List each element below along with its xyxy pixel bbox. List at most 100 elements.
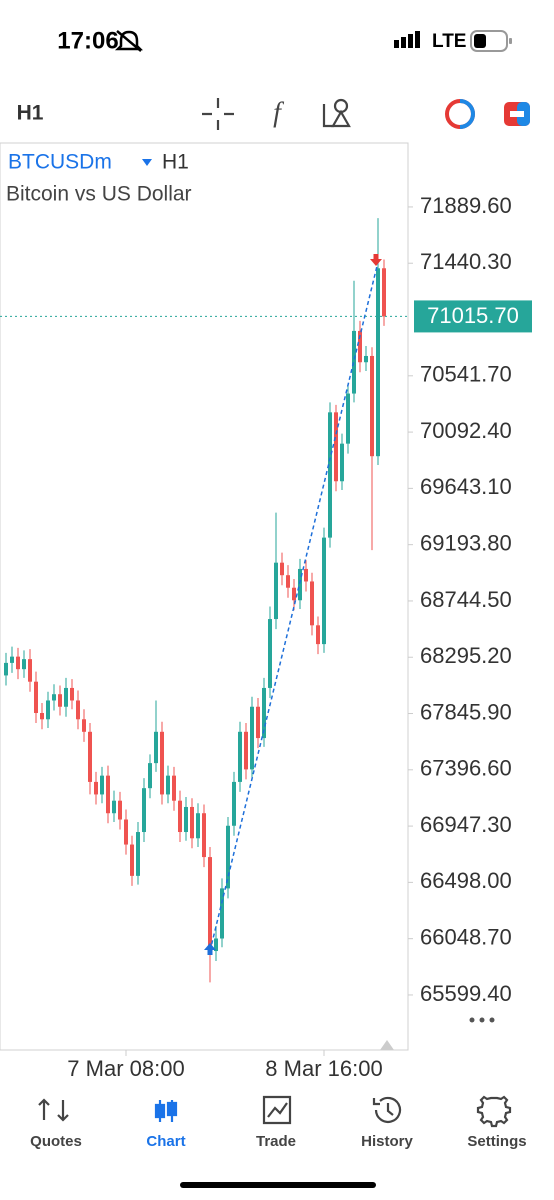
candle-body	[274, 562, 278, 620]
candle-body	[370, 355, 374, 457]
candle-body	[310, 581, 314, 626]
objects-button[interactable]	[322, 98, 351, 128]
candle-body	[340, 443, 344, 482]
candle-body	[316, 625, 320, 645]
indicators-button[interactable]: f	[273, 97, 284, 128]
timeframe-button[interactable]: H1	[17, 102, 44, 125]
candle-body	[124, 819, 128, 845]
network-label: LTE	[432, 31, 466, 52]
tab-icon[interactable]	[476, 1095, 512, 1128]
candle-body	[118, 800, 122, 820]
candle-body	[184, 806, 188, 833]
candle-body	[40, 713, 44, 720]
candle-body	[250, 706, 254, 770]
signal-icon	[394, 31, 420, 48]
candle-body	[328, 412, 332, 538]
mute-icon	[114, 30, 144, 52]
candle-body	[238, 731, 242, 782]
candle-body	[364, 355, 368, 363]
tab-icon[interactable]	[262, 1095, 292, 1125]
tab-label[interactable]: Trade	[256, 1133, 296, 1150]
candle-body	[136, 832, 140, 876]
candle-body	[58, 694, 62, 707]
candle-body	[298, 568, 302, 601]
candle-body	[46, 700, 50, 720]
clock: 17:06	[57, 27, 118, 54]
sell-arrow	[370, 254, 382, 267]
candle-body	[382, 268, 386, 317]
candle-body	[166, 775, 170, 795]
candle-body	[322, 537, 326, 645]
trade-button[interactable]	[504, 102, 530, 126]
tab-label[interactable]: Settings	[467, 1133, 526, 1150]
candle-body	[10, 656, 14, 663]
candle-body	[292, 587, 296, 601]
chart-timeframe: H1	[162, 151, 189, 174]
candle-body	[286, 575, 290, 588]
candle-body	[70, 687, 74, 701]
candle-body	[76, 700, 80, 720]
candle-body	[154, 731, 158, 764]
candle-body	[304, 568, 308, 582]
x-tick-label: 8 Mar 16:00	[265, 1056, 382, 1081]
candle-body	[4, 662, 8, 676]
candle-body	[352, 330, 356, 394]
candle-body	[112, 800, 116, 814]
y-tick-label: 66498.00	[420, 868, 512, 893]
symbol: BTCUSDm	[8, 151, 112, 174]
y-tick-label: 70092.40	[420, 418, 512, 443]
candle-body	[142, 788, 146, 833]
candle-body	[82, 719, 86, 732]
crosshair-button[interactable]	[202, 98, 234, 130]
candle-body	[226, 825, 230, 889]
tab-label[interactable]: Chart	[146, 1133, 185, 1150]
account-button[interactable]	[445, 99, 475, 129]
candle-body	[52, 694, 56, 701]
candle-body	[346, 393, 350, 444]
candle-body	[130, 844, 134, 876]
candle-body	[160, 731, 164, 795]
y-tick-label: 68744.50	[420, 587, 512, 612]
candle-body	[358, 330, 362, 363]
tab-label[interactable]: Quotes	[30, 1133, 82, 1150]
symbol-description: Bitcoin vs US Dollar	[6, 183, 192, 206]
x-tick-label: 7 Mar 08:00	[67, 1056, 184, 1081]
symbol-dropdown[interactable]	[142, 159, 152, 166]
y-tick-label: 67845.90	[420, 699, 512, 724]
candle-body	[268, 619, 272, 688]
candle-body	[208, 857, 212, 952]
y-tick-label: 66048.70	[420, 924, 512, 949]
candle-body	[148, 763, 152, 789]
home-indicator	[180, 1182, 376, 1188]
tab-icon[interactable]	[38, 1098, 69, 1122]
candle-body	[280, 562, 284, 576]
candle-body	[16, 656, 20, 670]
candle-body	[94, 781, 98, 795]
candle-body	[64, 687, 68, 707]
y-tick-label: 71889.60	[420, 193, 512, 218]
chart	[0, 206, 413, 1056]
current-price-box	[414, 300, 532, 333]
candle-body	[202, 813, 206, 858]
candle-body	[196, 813, 200, 839]
candle-body	[244, 731, 248, 770]
candle-body	[334, 412, 338, 482]
more-button[interactable]	[469, 1017, 495, 1023]
tab-icon[interactable]	[154, 1100, 178, 1122]
battery-icon	[470, 30, 512, 52]
candle-body	[178, 800, 182, 833]
y-tick-label: 66947.30	[420, 812, 512, 837]
tab-icon[interactable]	[372, 1096, 402, 1123]
y-tick-label: 71440.30	[420, 249, 512, 274]
candle-body	[220, 888, 224, 939]
tab-label[interactable]: History	[361, 1133, 413, 1150]
candle-body	[172, 775, 176, 801]
candle-body	[34, 681, 38, 714]
y-tick-label: 69643.10	[420, 474, 512, 499]
candle-body	[22, 659, 26, 670]
candle-body	[100, 775, 104, 795]
y-tick-label: 65599.40	[420, 981, 512, 1006]
y-tick-label: 69193.80	[420, 530, 512, 555]
tab-bar: Quotes Chart Trade History Settings	[30, 1095, 527, 1150]
